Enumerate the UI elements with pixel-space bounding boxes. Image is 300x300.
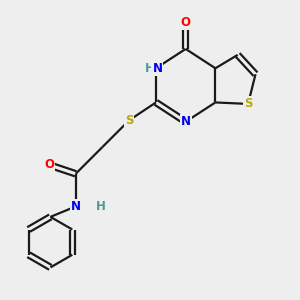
Text: S: S xyxy=(244,98,252,110)
Text: H: H xyxy=(145,62,154,75)
Text: S: S xyxy=(125,114,134,127)
Text: N: N xyxy=(152,62,162,75)
Text: H: H xyxy=(96,200,106,213)
Text: N: N xyxy=(181,115,191,128)
Text: O: O xyxy=(181,16,191,29)
Text: N: N xyxy=(71,200,81,213)
Text: O: O xyxy=(44,158,54,171)
